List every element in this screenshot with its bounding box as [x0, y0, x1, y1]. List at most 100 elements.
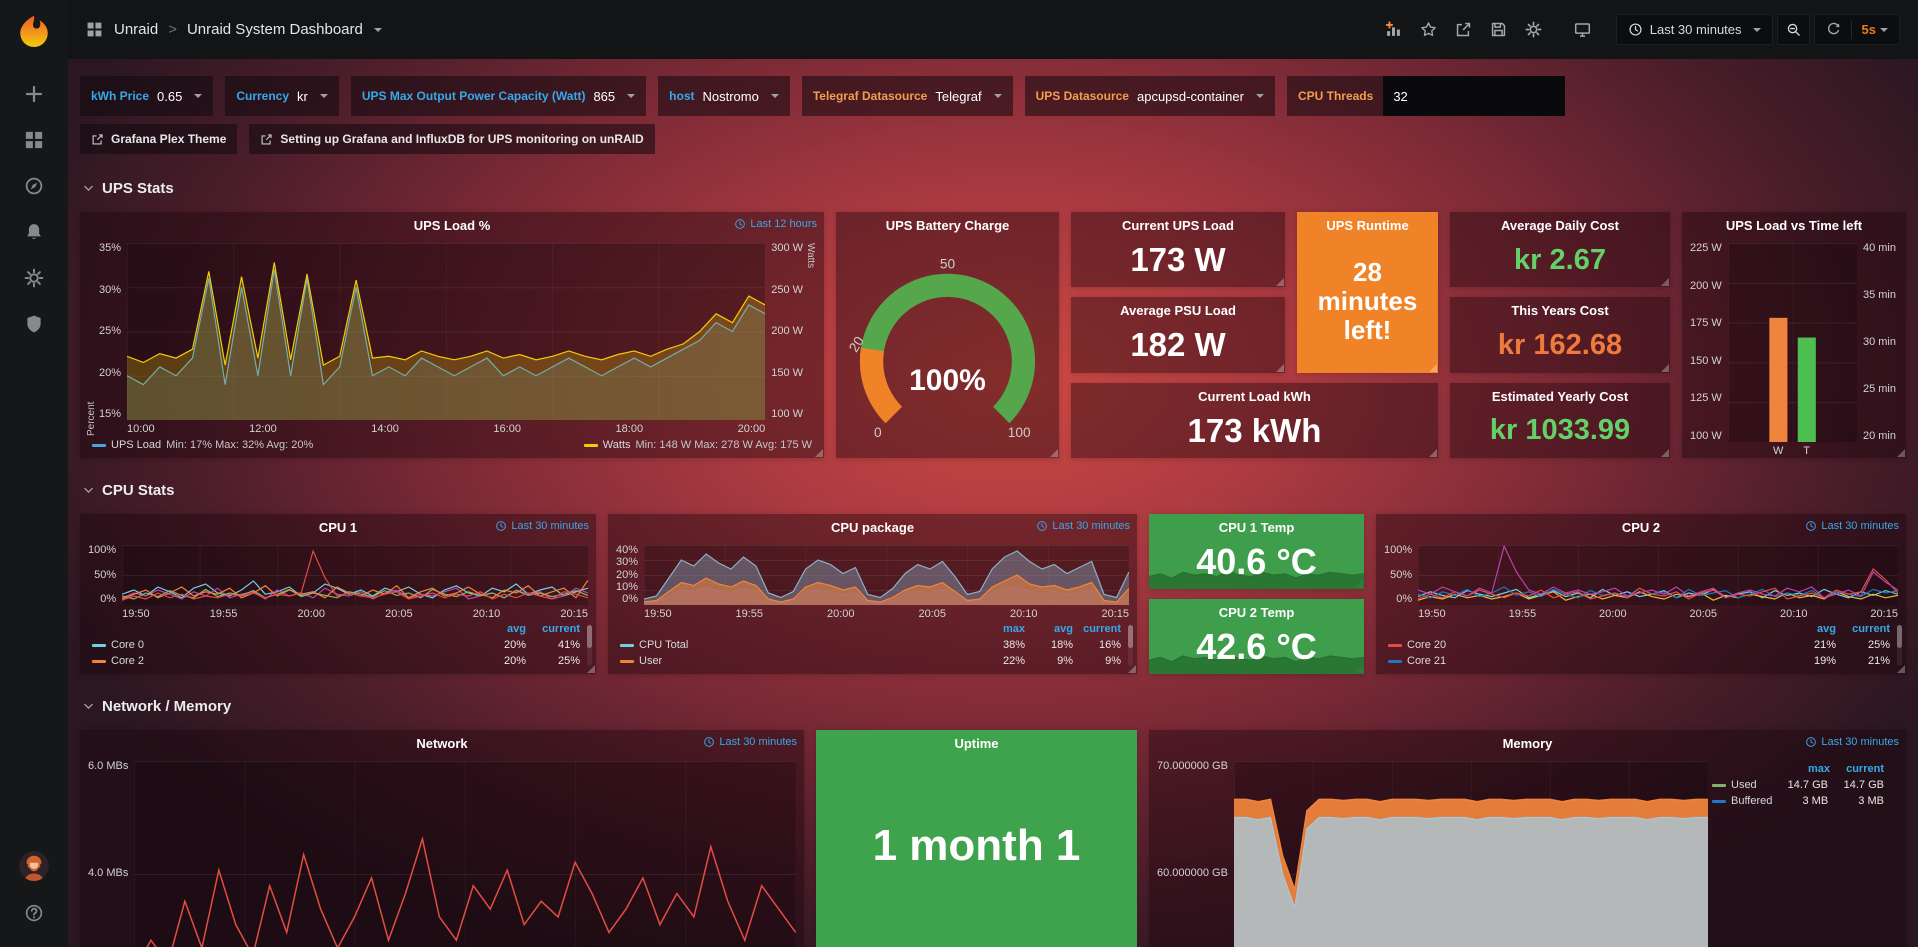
panel-resize-handle[interactable] — [1661, 363, 1669, 372]
user-avatar[interactable] — [19, 851, 49, 881]
star-dashboard-button[interactable] — [1413, 16, 1444, 43]
panel-resize-handle[interactable] — [1050, 449, 1058, 457]
sidebar-item-dashboards[interactable] — [16, 122, 52, 158]
row-header-network-memory[interactable]: Network / Memory — [82, 696, 1906, 716]
sidebar-item-help[interactable] — [16, 895, 52, 931]
legend-series-name[interactable]: Used — [1712, 779, 1772, 791]
panel-resize-handle[interactable] — [1661, 448, 1669, 457]
legend-series-name[interactable]: User — [620, 655, 977, 667]
legend-series-name[interactable]: UPS Load — [111, 439, 162, 451]
legend-scrollbar[interactable] — [1128, 625, 1133, 666]
add-panel-button[interactable] — [1378, 16, 1409, 43]
refresh-interval-button[interactable]: 5s — [1862, 22, 1888, 37]
legend-series-name[interactable]: Core 20 — [1388, 639, 1782, 651]
sidebar-item-server-admin[interactable] — [16, 306, 52, 342]
refresh-button[interactable] — [1826, 22, 1841, 37]
panel-title[interactable]: Average Daily Cost — [1450, 212, 1670, 239]
panel-title[interactable]: UPS Battery Charge — [836, 212, 1059, 239]
legend-series-name[interactable]: Core 21 — [1388, 655, 1782, 667]
legend-header[interactable]: current — [1083, 623, 1121, 635]
panel-title[interactable]: Average PSU Load — [1071, 297, 1285, 324]
panel-resize-handle[interactable] — [1897, 665, 1905, 673]
variable-ups-max-output[interactable]: UPS Max Output Power Capacity (Watt) 865 — [350, 76, 647, 116]
panel-title[interactable]: Network Last 30 minutes — [80, 730, 804, 757]
legend-header[interactable]: avg — [507, 623, 526, 635]
dashboard-link-ups-guide[interactable]: Setting up Grafana and InfluxDB for UPS … — [249, 124, 655, 154]
legend-header[interactable]: max — [1807, 763, 1830, 775]
panel-resize-handle[interactable] — [1276, 363, 1284, 372]
panel-resize-handle[interactable] — [1276, 278, 1284, 287]
panel-resize-handle[interactable] — [1128, 665, 1136, 673]
y-axis-left: 35% 30% 25% 20% 15% — [97, 243, 127, 436]
row-header-ups-stats[interactable]: UPS Stats — [82, 178, 1906, 198]
panel-resize-handle[interactable] — [1661, 278, 1669, 287]
legend-series-name[interactable]: Core 2 — [92, 655, 472, 667]
cycle-view-mode-button[interactable] — [1567, 16, 1598, 43]
sidebar-item-create[interactable] — [16, 76, 52, 112]
panel-resize-handle[interactable] — [1429, 449, 1437, 457]
panel-title[interactable]: This Years Cost — [1450, 297, 1670, 324]
panel-title[interactable]: CPU 2 Last 30 minutes — [1376, 514, 1906, 541]
panel-title[interactable]: Uptime — [816, 730, 1137, 757]
legend-series-name[interactable]: Watts — [602, 439, 631, 451]
variable-currency[interactable]: Currency kr — [225, 76, 339, 116]
plot-area[interactable] — [644, 545, 1129, 605]
grafana-logo[interactable] — [14, 12, 54, 52]
variable-kwh-price[interactable]: kWh Price 0.65 — [80, 76, 214, 116]
panel-title[interactable]: UPS Runtime — [1297, 212, 1438, 239]
legend-header[interactable]: current — [1852, 623, 1890, 635]
panel-title[interactable]: CPU package Last 30 minutes — [608, 514, 1137, 541]
panel-title[interactable]: UPS Load % Last 12 hours — [80, 212, 824, 239]
legend-series-name[interactable]: CPU Total — [620, 639, 977, 651]
sidebar-item-explore[interactable] — [16, 168, 52, 204]
plot-area[interactable] — [1233, 761, 1708, 947]
panel-title-text: CPU package — [830, 520, 915, 535]
panel-resize-handle[interactable] — [1429, 363, 1437, 372]
variable-cpu-threads-input[interactable] — [1383, 76, 1566, 116]
legend-header[interactable]: avg — [1054, 623, 1073, 635]
link-label: Setting up Grafana and InfluxDB for UPS … — [280, 132, 644, 146]
panel-resize-handle[interactable] — [815, 449, 823, 457]
variable-ups-datasource[interactable]: UPS Datasource apcupsd-container — [1024, 76, 1275, 116]
panel-title[interactable]: Current Load kWh — [1071, 383, 1438, 410]
panel-title[interactable]: UPS Load vs Time left — [1682, 212, 1906, 239]
panel-title[interactable]: CPU 1 Last 30 minutes — [80, 514, 596, 541]
time-override: Last 30 minutes — [703, 736, 797, 748]
breadcrumb-folder[interactable]: Unraid — [114, 21, 159, 38]
legend-scrollbar[interactable] — [1897, 625, 1902, 666]
panel-title[interactable]: CPU 1 Temp — [1149, 514, 1364, 541]
dashboard-settings-button[interactable] — [1518, 16, 1549, 43]
panel-resize-handle[interactable] — [1897, 449, 1905, 457]
save-dashboard-button[interactable] — [1483, 16, 1514, 43]
panel-title[interactable]: Current UPS Load — [1071, 212, 1285, 239]
row-header-cpu-stats[interactable]: CPU Stats — [82, 480, 1906, 500]
dashboard-link-plex-theme[interactable]: Grafana Plex Theme — [80, 124, 238, 154]
panel-title[interactable]: Memory Last 30 minutes — [1149, 730, 1906, 757]
panel-title[interactable]: Estimated Yearly Cost — [1450, 383, 1670, 410]
variable-host[interactable]: host Nostromo — [658, 76, 790, 116]
legend-value: 25% — [557, 655, 580, 667]
panel-title-text: UPS Load % — [413, 218, 491, 233]
variable-telegraf-datasource[interactable]: Telegraf Datasource Telegraf — [801, 76, 1013, 116]
sidebar-item-alerting[interactable] — [16, 214, 52, 250]
plot-area[interactable] — [122, 545, 588, 605]
star-icon — [1420, 21, 1437, 38]
plot-area[interactable] — [1727, 243, 1857, 442]
legend-scrollbar[interactable] — [587, 625, 592, 666]
share-dashboard-button[interactable] — [1448, 16, 1479, 43]
panel-resize-handle[interactable] — [587, 665, 595, 673]
time-range-picker[interactable]: Last 30 minutes — [1615, 14, 1773, 45]
legend-series-name[interactable]: Core 0 — [92, 639, 472, 651]
plot-area[interactable] — [127, 243, 766, 420]
plot-area[interactable] — [1418, 545, 1898, 605]
sidebar-item-configuration[interactable] — [16, 260, 52, 296]
legend-header[interactable]: current — [1846, 763, 1884, 775]
legend-header[interactable]: max — [1002, 623, 1025, 635]
legend-header[interactable]: avg — [1817, 623, 1836, 635]
panel-title[interactable]: CPU 2 Temp — [1149, 599, 1364, 626]
plot-area[interactable] — [134, 761, 796, 947]
legend-series-name[interactable]: Buffered — [1712, 795, 1772, 807]
zoom-out-button[interactable] — [1776, 14, 1810, 45]
breadcrumb-dashboard-title[interactable]: Unraid System Dashboard — [186, 21, 363, 38]
legend-header[interactable]: current — [542, 623, 580, 635]
